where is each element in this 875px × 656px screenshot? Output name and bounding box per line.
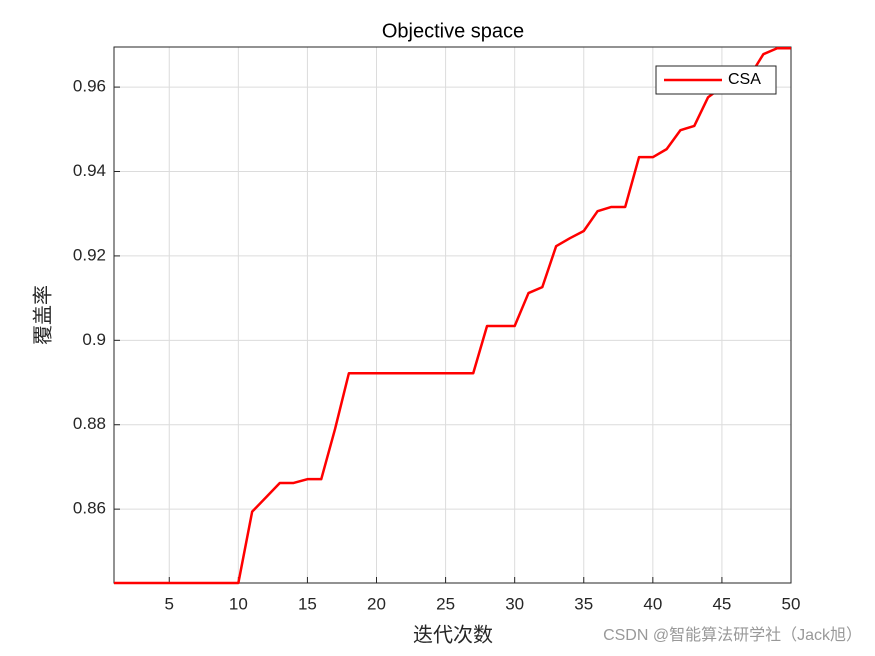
y-axis-label: 覆盖率 [31, 285, 54, 345]
y-tick-label: 0.9 [82, 330, 106, 349]
x-axis-label: 迭代次数 [413, 623, 493, 646]
x-tick-label: 50 [782, 594, 801, 613]
y-tick-label: 0.86 [73, 499, 106, 518]
x-tick-label: 15 [298, 594, 317, 613]
x-tick-label: 5 [165, 594, 174, 613]
x-tick-label: 45 [712, 594, 731, 613]
plot-frame [113, 46, 792, 584]
y-tick-label: 0.92 [73, 245, 106, 264]
x-tick-label: 20 [367, 594, 386, 613]
chart-title: Objective space [382, 20, 524, 42]
legend-label: CSA [728, 71, 761, 88]
x-tick-label: 10 [229, 594, 248, 613]
x-tick-label: 35 [574, 594, 593, 613]
watermark: CSDN @智能算法研学社（Jack旭） [603, 625, 862, 644]
data-line [114, 47, 791, 585]
y-tick-label: 0.88 [73, 414, 106, 433]
y-tick-label: 0.94 [73, 161, 106, 180]
x-tick-label: 40 [643, 594, 662, 613]
y-tick-label: 0.96 [73, 77, 106, 96]
x-tick-label: 30 [505, 594, 524, 613]
x-tick-label: 25 [436, 594, 455, 613]
